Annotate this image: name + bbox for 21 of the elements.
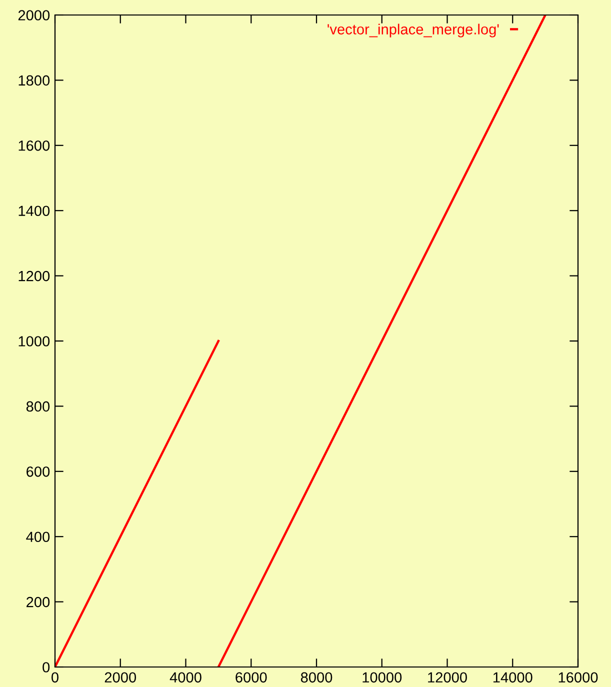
x-tick-label: 14000 [493, 672, 532, 683]
y-tick-label: 200 [26, 596, 50, 608]
y-tick-label: 1600 [18, 140, 50, 151]
y-tick-label: 1400 [18, 206, 50, 216]
x-tick-label: 4000 [170, 672, 202, 683]
x-tick-label: 8000 [300, 672, 332, 683]
x-tick-label: 16000 [558, 672, 598, 683]
x-tick-label: 2000 [104, 672, 136, 683]
y-tick-label: 2000 [18, 10, 50, 20]
y-tick-label: 1000 [18, 336, 50, 346]
y-tick-label: 400 [26, 532, 50, 542]
y-tick-label: 800 [26, 401, 50, 412]
legend-label: 'vector_inplace_merge.log' [328, 24, 499, 38]
x-tick-label: 10000 [362, 672, 402, 683]
y-tick-label: 1800 [18, 75, 50, 86]
x-tick-label: 12000 [428, 672, 467, 683]
y-tick-label: 0 [42, 662, 50, 672]
x-tick-label: 0 [52, 672, 58, 683]
x-tick-label: 6000 [236, 672, 267, 683]
y-tick-label: 1200 [18, 270, 50, 282]
y-tick-label: 600 [26, 466, 50, 477]
